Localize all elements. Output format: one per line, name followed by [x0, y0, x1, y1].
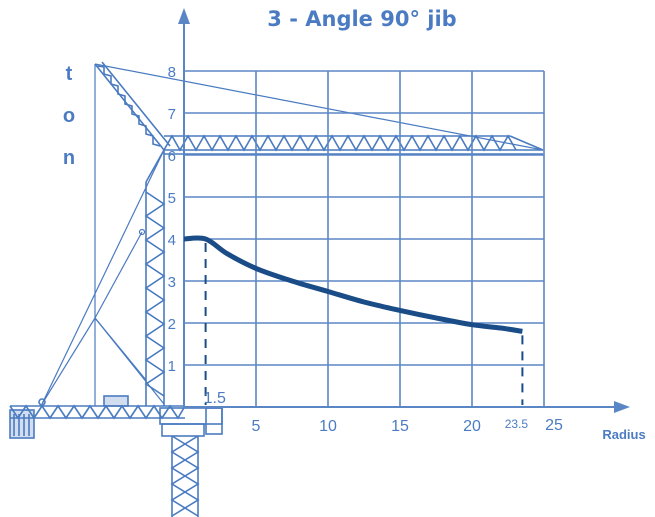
crane-illustration [9, 61, 544, 517]
y-axis-label-letter: t [66, 63, 73, 85]
y-tick-label: 7 [168, 106, 176, 123]
crane-counter-jib [9, 395, 186, 439]
x-tick-label: 10 [319, 418, 337, 435]
chart-grid [183, 70, 545, 407]
y-axis-label-letter: n [63, 147, 75, 169]
y-axis-arrow [178, 8, 190, 24]
y-tick-label: 4 [168, 232, 176, 249]
x-axis-label: Radius [602, 427, 645, 442]
chart-title: 3 - Angle 90° jib [267, 7, 456, 31]
y-tick-label: 2 [168, 316, 176, 333]
crane-tower [159, 407, 223, 517]
x-tick-label: 20 [463, 418, 481, 435]
y-tick-label: 3 [168, 274, 176, 291]
y-tick-label: 1 [168, 358, 176, 375]
x-tick-label: 5 [252, 418, 261, 435]
y-tick-label: 5 [168, 190, 176, 207]
x-tick-label: 15 [391, 418, 409, 435]
x-tick-label: 23.5 [505, 417, 529, 431]
x-tick-label: 25 [545, 417, 563, 434]
crane-horizontal-jib [163, 134, 544, 155]
x-tick-labels: 1.5 5 10 15 20 23.5 25 [204, 390, 563, 435]
y-tick-label: 6 [168, 148, 176, 165]
crane-mast [144, 149, 166, 406]
reference-lines [204, 243, 524, 405]
y-axis-label-letter: o [63, 105, 75, 127]
x-axis-arrow [614, 401, 630, 413]
y-tick-labels: 1 2 3 4 5 6 7 8 [168, 64, 176, 375]
crane-stays [41, 149, 165, 405]
chart-axes [178, 8, 630, 413]
x-tick-label: 1.5 [204, 390, 226, 407]
load-curve [183, 235, 523, 334]
y-tick-label: 8 [168, 64, 176, 81]
